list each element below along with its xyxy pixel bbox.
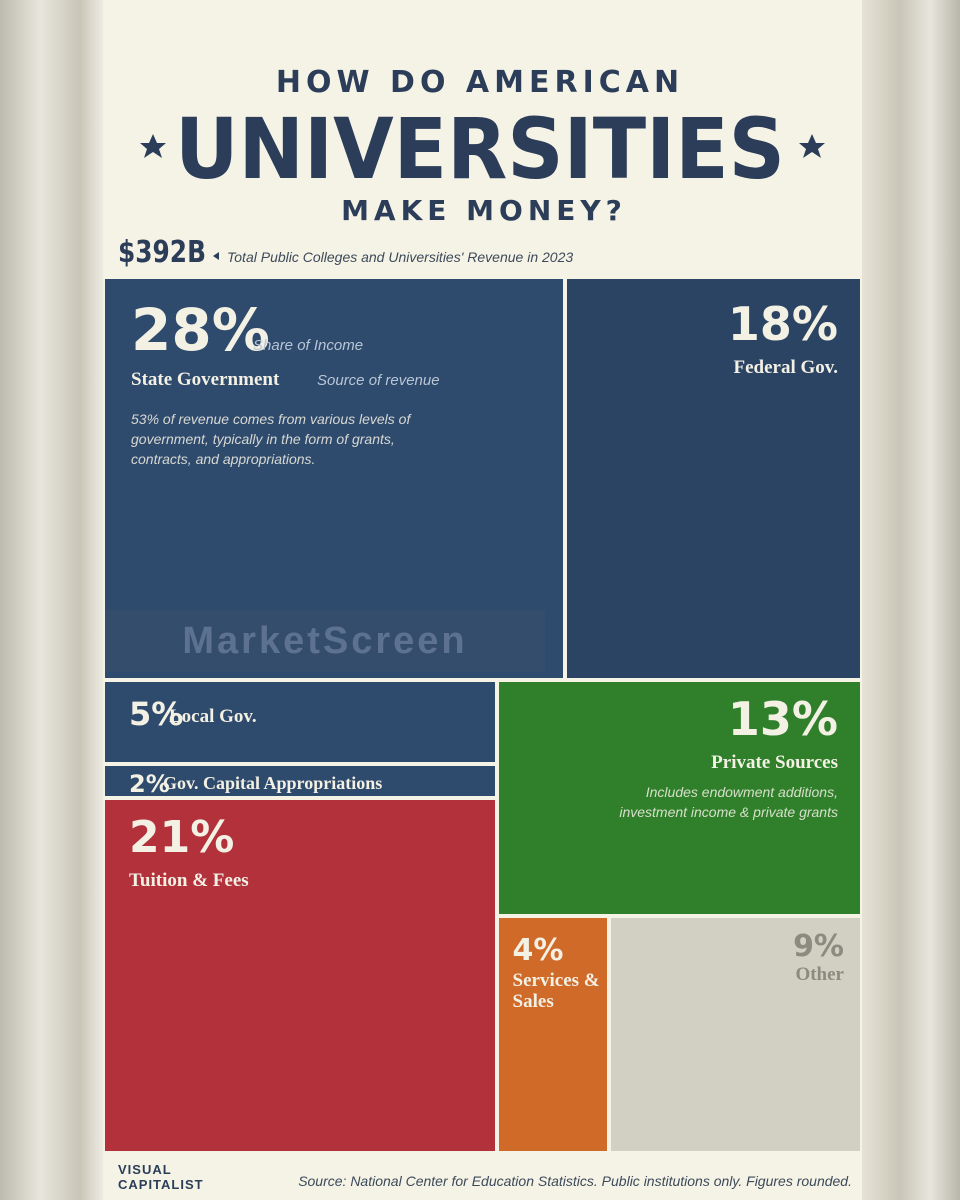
category-name: Private Sources bbox=[711, 751, 838, 773]
total-note: Total Public Colleges and Universities' … bbox=[227, 249, 573, 265]
category-name: Services & Sales bbox=[512, 970, 600, 1013]
note: Includes endowment additions, investment… bbox=[619, 783, 838, 820]
annotation: Source of revenue bbox=[317, 372, 440, 389]
category-name: Tuition & Fees bbox=[129, 870, 249, 892]
category-name: Federal Gov. bbox=[733, 357, 838, 378]
note: 53% of revenue comes from various levels… bbox=[131, 411, 411, 467]
percent-label: 2% bbox=[129, 770, 170, 797]
treemap-cell: 2% Gov. Capital Appropriations bbox=[105, 766, 495, 797]
percent-label: 5% bbox=[129, 694, 184, 733]
category-name: State Government bbox=[131, 369, 280, 390]
source: Source: National Center for Education St… bbox=[298, 1173, 852, 1189]
category-name: Other bbox=[795, 964, 844, 986]
title-line1: HOW DO AMERICAN bbox=[276, 65, 684, 100]
treemap-cell: 18% Federal Gov. bbox=[567, 279, 860, 678]
treemap-cell: 28% State Government Share of Income Source… bbox=[105, 279, 563, 678]
category-name: Local Gov. bbox=[169, 705, 257, 727]
treemap-cell: 5% Local Gov. bbox=[105, 681, 495, 763]
treemap-cell: 4% Services & Sales bbox=[498, 918, 607, 1151]
percent-label: 13% bbox=[727, 691, 838, 746]
pointer bbox=[213, 252, 219, 260]
logo: VISUAL CAPITALIST bbox=[118, 1162, 204, 1192]
treemap-cell: 9% Other bbox=[611, 918, 860, 1151]
header: HOW DO AMERICAN UNIVERSITIES MAKE MONEY?… bbox=[118, 65, 825, 270]
category-name: Gov. Capital Appropriations bbox=[163, 773, 383, 794]
annotation: Share of Income bbox=[253, 337, 364, 354]
title-line2: UNIVERSITIES bbox=[175, 100, 785, 198]
percent-label: 28% bbox=[131, 296, 270, 364]
percent-label: 21% bbox=[129, 812, 235, 864]
percent-label: 4% bbox=[512, 933, 564, 969]
treemap-cell: 13% Private Sources Includes endowment add… bbox=[498, 681, 860, 915]
star bbox=[799, 134, 825, 158]
star bbox=[140, 134, 166, 158]
title-line3: MAKE MONEY? bbox=[341, 194, 627, 227]
percent-label: 18% bbox=[727, 297, 838, 351]
treemap-cell: 21% Tuition & Fees bbox=[105, 800, 495, 1151]
watermark: MarketScreen bbox=[105, 609, 545, 672]
total: $392B bbox=[118, 235, 206, 270]
percent-label: 9% bbox=[793, 929, 844, 965]
